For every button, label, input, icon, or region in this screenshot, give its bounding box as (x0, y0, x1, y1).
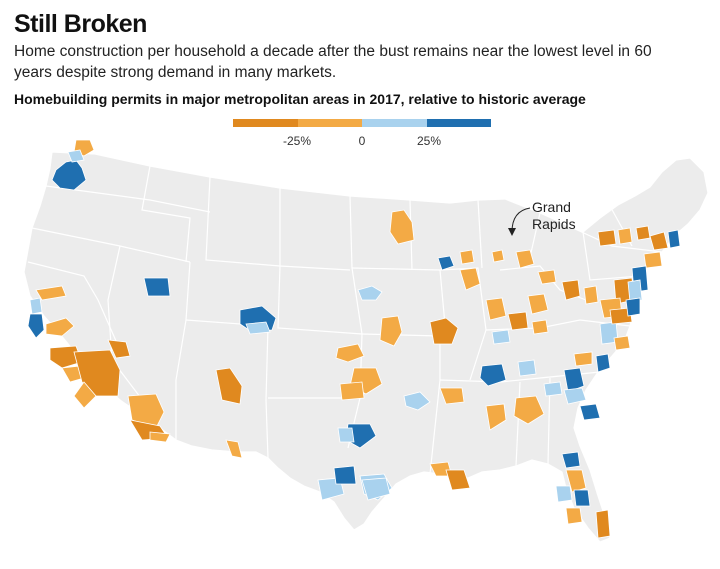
metro-detroit (515, 249, 535, 269)
metro-little-rock (403, 391, 431, 411)
metro-richmond (613, 335, 631, 351)
metro-los-angeles (73, 381, 97, 409)
metro-columbia (563, 387, 587, 405)
metro-chattanooga (543, 381, 563, 397)
metro-toledo (537, 269, 557, 285)
legend-tick-minus-25: -25% (282, 134, 312, 148)
metro-boston (667, 229, 681, 249)
metro-el-paso-blue (333, 465, 357, 485)
metro-raleigh (595, 353, 611, 373)
metro-wichita (335, 343, 365, 363)
page-subtitle: Home construction per household a decade… (14, 43, 652, 81)
metro-grand-rapids (491, 249, 505, 263)
page-title: Still Broken (14, 10, 147, 38)
metro-charlotte (563, 367, 585, 393)
legend-swatch-below (297, 119, 362, 127)
metro-columbus (527, 293, 549, 315)
metro-fresno (49, 345, 83, 369)
legend-swatch-strong-above (426, 119, 491, 127)
metro-miami (595, 509, 611, 539)
metro-kansas-city (379, 315, 403, 347)
metro-cincinnati (507, 311, 529, 331)
metro-lexington (531, 319, 549, 335)
metro-rochester (617, 227, 633, 245)
metro-sf-bay (27, 313, 45, 339)
metro-minneapolis (389, 209, 415, 245)
metro-milwaukee (459, 249, 475, 265)
metro-pittsburgh (583, 285, 599, 305)
metro-el-paso (225, 439, 243, 459)
metro-norfolk (573, 351, 593, 367)
metro-baton-rouge (445, 469, 471, 491)
metro-cleveland (561, 279, 581, 301)
metro-atlanta (513, 395, 545, 425)
metro-charleston (579, 403, 601, 421)
metro-fort-worth (361, 477, 391, 501)
metro-chicago-south (459, 267, 481, 291)
metro-redding (35, 285, 67, 301)
metro-sacramento (45, 317, 75, 337)
chart-title: Homebuilding permits in major metropolit… (14, 91, 586, 107)
grand-rapids-label: Grand Rapids (532, 199, 576, 233)
grand-rapids-label-line2: Rapids (532, 216, 576, 232)
metro-louisville (491, 329, 511, 345)
metro-areas (27, 140, 681, 539)
legend-bar (233, 119, 491, 127)
metro-tampa (555, 485, 573, 503)
annotation-arrowhead (508, 228, 516, 236)
grand-rapids-label-line1: Grand (532, 199, 571, 215)
metro-boise (143, 277, 171, 297)
metro-dallas-light (337, 427, 355, 443)
metro-syracuse (635, 225, 651, 241)
metro-sarasota (573, 489, 591, 507)
metro-denver-light (245, 321, 271, 335)
legend-tick-zero: 0 (358, 134, 366, 148)
metro-st-louis (429, 317, 459, 345)
metro-nashville (479, 363, 507, 387)
metro-sf-north (29, 297, 43, 315)
metro-fort-myers (565, 507, 583, 525)
metro-phoenix (127, 393, 165, 429)
metro-chicago (437, 255, 455, 271)
metro-hartford (643, 251, 663, 269)
metro-harrisburg (627, 279, 643, 303)
metro-albuquerque (215, 367, 243, 405)
legend-swatch-above (362, 119, 427, 127)
metro-albany (649, 231, 669, 251)
metro-buffalo (597, 229, 617, 247)
metro-tucson-south (149, 431, 171, 443)
metro-okc (339, 381, 365, 401)
legend-tick-plus-25: 25% (416, 134, 442, 148)
metro-olympia (67, 149, 85, 163)
metro-indianapolis (485, 297, 507, 321)
metro-birmingham (485, 403, 507, 431)
metro-jacksonville (561, 451, 581, 469)
metro-orlando (565, 469, 587, 493)
us-map (23, 140, 709, 543)
metro-dc-south (625, 297, 641, 317)
metro-washington (609, 307, 633, 325)
metro-seattle (51, 159, 87, 191)
metro-knoxville (517, 359, 537, 377)
metro-omaha (357, 285, 383, 301)
color-legend: -25% 0 25% (233, 119, 491, 151)
metro-las-vegas (107, 339, 131, 359)
metro-memphis (439, 387, 465, 405)
legend-swatch-strong-below (233, 119, 298, 127)
